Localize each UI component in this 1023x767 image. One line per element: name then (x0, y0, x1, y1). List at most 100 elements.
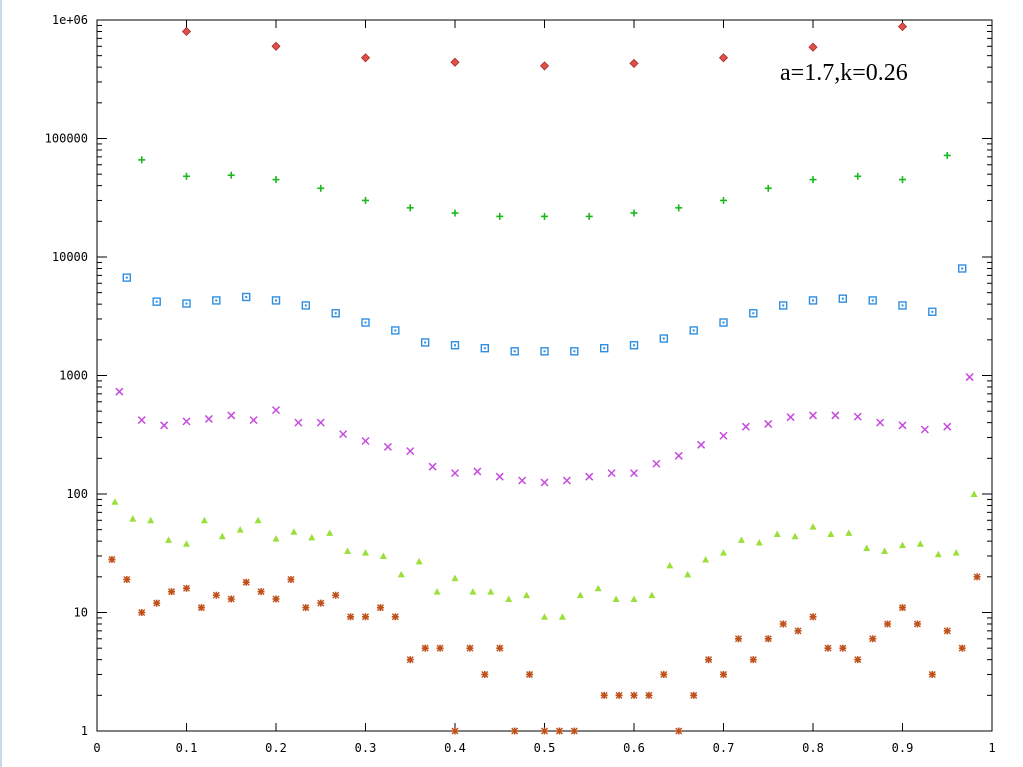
point-series-3 (778, 301, 788, 310)
x-tick-label: 0.8 (802, 741, 824, 755)
point-series-3 (749, 309, 758, 318)
point-series-6 (183, 584, 190, 592)
point-series-6 (764, 635, 772, 643)
point-series-5 (523, 591, 531, 599)
point-series-6 (630, 691, 638, 699)
point-series-4 (383, 442, 392, 451)
point-series-6 (943, 627, 951, 635)
point-series-4 (540, 478, 549, 487)
point-series-5 (702, 556, 710, 563)
point-series-5 (200, 516, 208, 524)
point-series-5 (916, 540, 924, 547)
data-points (108, 22, 981, 735)
point-series-6 (466, 644, 474, 652)
point-series-3 (629, 341, 639, 350)
point-series-6 (973, 573, 981, 581)
point-series-4 (137, 416, 146, 425)
point-series-6 (615, 691, 623, 699)
y-tick-labels: 1 10 100 1000 10000 100000 1e+06 (45, 13, 88, 738)
point-series-6 (690, 691, 698, 699)
point-series-5 (899, 541, 906, 549)
y-tick-label: 100 (66, 487, 88, 501)
point-series-4 (719, 431, 728, 440)
point-series-3 (331, 309, 340, 318)
point-series-6 (600, 691, 608, 699)
point-series-6 (287, 575, 295, 583)
point-series-3 (152, 297, 161, 306)
point-series-5 (648, 591, 656, 599)
point-series-5 (576, 591, 584, 599)
point-series-2 (496, 212, 504, 220)
point-series-4 (741, 422, 750, 431)
point-series-6 (421, 644, 429, 652)
point-series-6 (705, 656, 713, 664)
point-series-6 (645, 691, 653, 699)
point-series-3 (957, 264, 967, 273)
point-series-3 (599, 343, 609, 353)
point-series-5 (308, 533, 316, 541)
point-series-5 (630, 595, 638, 602)
point-series-4 (965, 373, 974, 382)
point-series-3 (570, 347, 579, 356)
point-series-4 (160, 421, 169, 430)
point-series-2 (809, 176, 817, 184)
point-series-5 (129, 515, 137, 522)
point-series-5 (272, 535, 280, 542)
point-series-6 (168, 588, 176, 596)
point-series-5 (755, 538, 763, 546)
y-tick-label: 100000 (45, 132, 88, 146)
point-series-6 (839, 644, 847, 652)
point-series-5 (773, 530, 781, 537)
point-series-2 (541, 212, 548, 220)
point-series-2 (585, 212, 593, 220)
point-series-5 (845, 529, 853, 536)
point-series-4 (249, 416, 258, 425)
plot-frame (96, 19, 993, 732)
point-series-6 (884, 620, 892, 628)
point-series-3 (689, 326, 698, 335)
point-series-4 (697, 440, 706, 449)
point-series-5 (881, 547, 889, 555)
point-series-4 (339, 430, 348, 439)
point-series-6 (720, 670, 727, 678)
point-series-6 (257, 588, 265, 596)
point-series-5 (505, 595, 513, 602)
point-series-6 (749, 656, 757, 664)
point-series-2 (317, 184, 325, 192)
point-series-5 (809, 523, 817, 530)
point-series-4 (227, 411, 236, 420)
point-series-2 (227, 171, 235, 179)
point-series-5 (451, 574, 459, 582)
point-series-6 (272, 595, 280, 603)
point-series-4 (294, 418, 303, 427)
point-series-3 (719, 318, 728, 327)
point-series-2 (899, 176, 906, 184)
point-series-2 (630, 209, 638, 217)
point-series-6 (347, 613, 355, 621)
point-series-5 (183, 540, 190, 547)
point-series-6 (153, 599, 161, 607)
point-series-4 (898, 421, 907, 430)
point-series-3 (122, 273, 132, 282)
point-series-5 (236, 526, 244, 533)
point-series-6 (555, 727, 563, 735)
point-series-6 (242, 578, 250, 586)
axis-ticks (96, 19, 993, 732)
x-tick-label: 1 (988, 741, 995, 755)
point-series-1 (629, 58, 639, 68)
point-series-6 (436, 644, 444, 652)
point-series-6 (958, 644, 966, 652)
point-series-5 (469, 588, 477, 595)
x-tick-label: 0 (93, 741, 100, 755)
point-series-1 (450, 57, 460, 67)
point-series-2 (943, 151, 951, 159)
point-series-6 (227, 595, 235, 603)
y-tick-label: 1 (81, 724, 88, 738)
point-series-4 (831, 411, 840, 420)
x-tick-label: 0.1 (176, 741, 198, 755)
point-series-1 (539, 61, 550, 71)
point-series-4 (920, 425, 929, 434)
point-series-5 (326, 529, 334, 536)
point-series-4 (450, 469, 460, 478)
